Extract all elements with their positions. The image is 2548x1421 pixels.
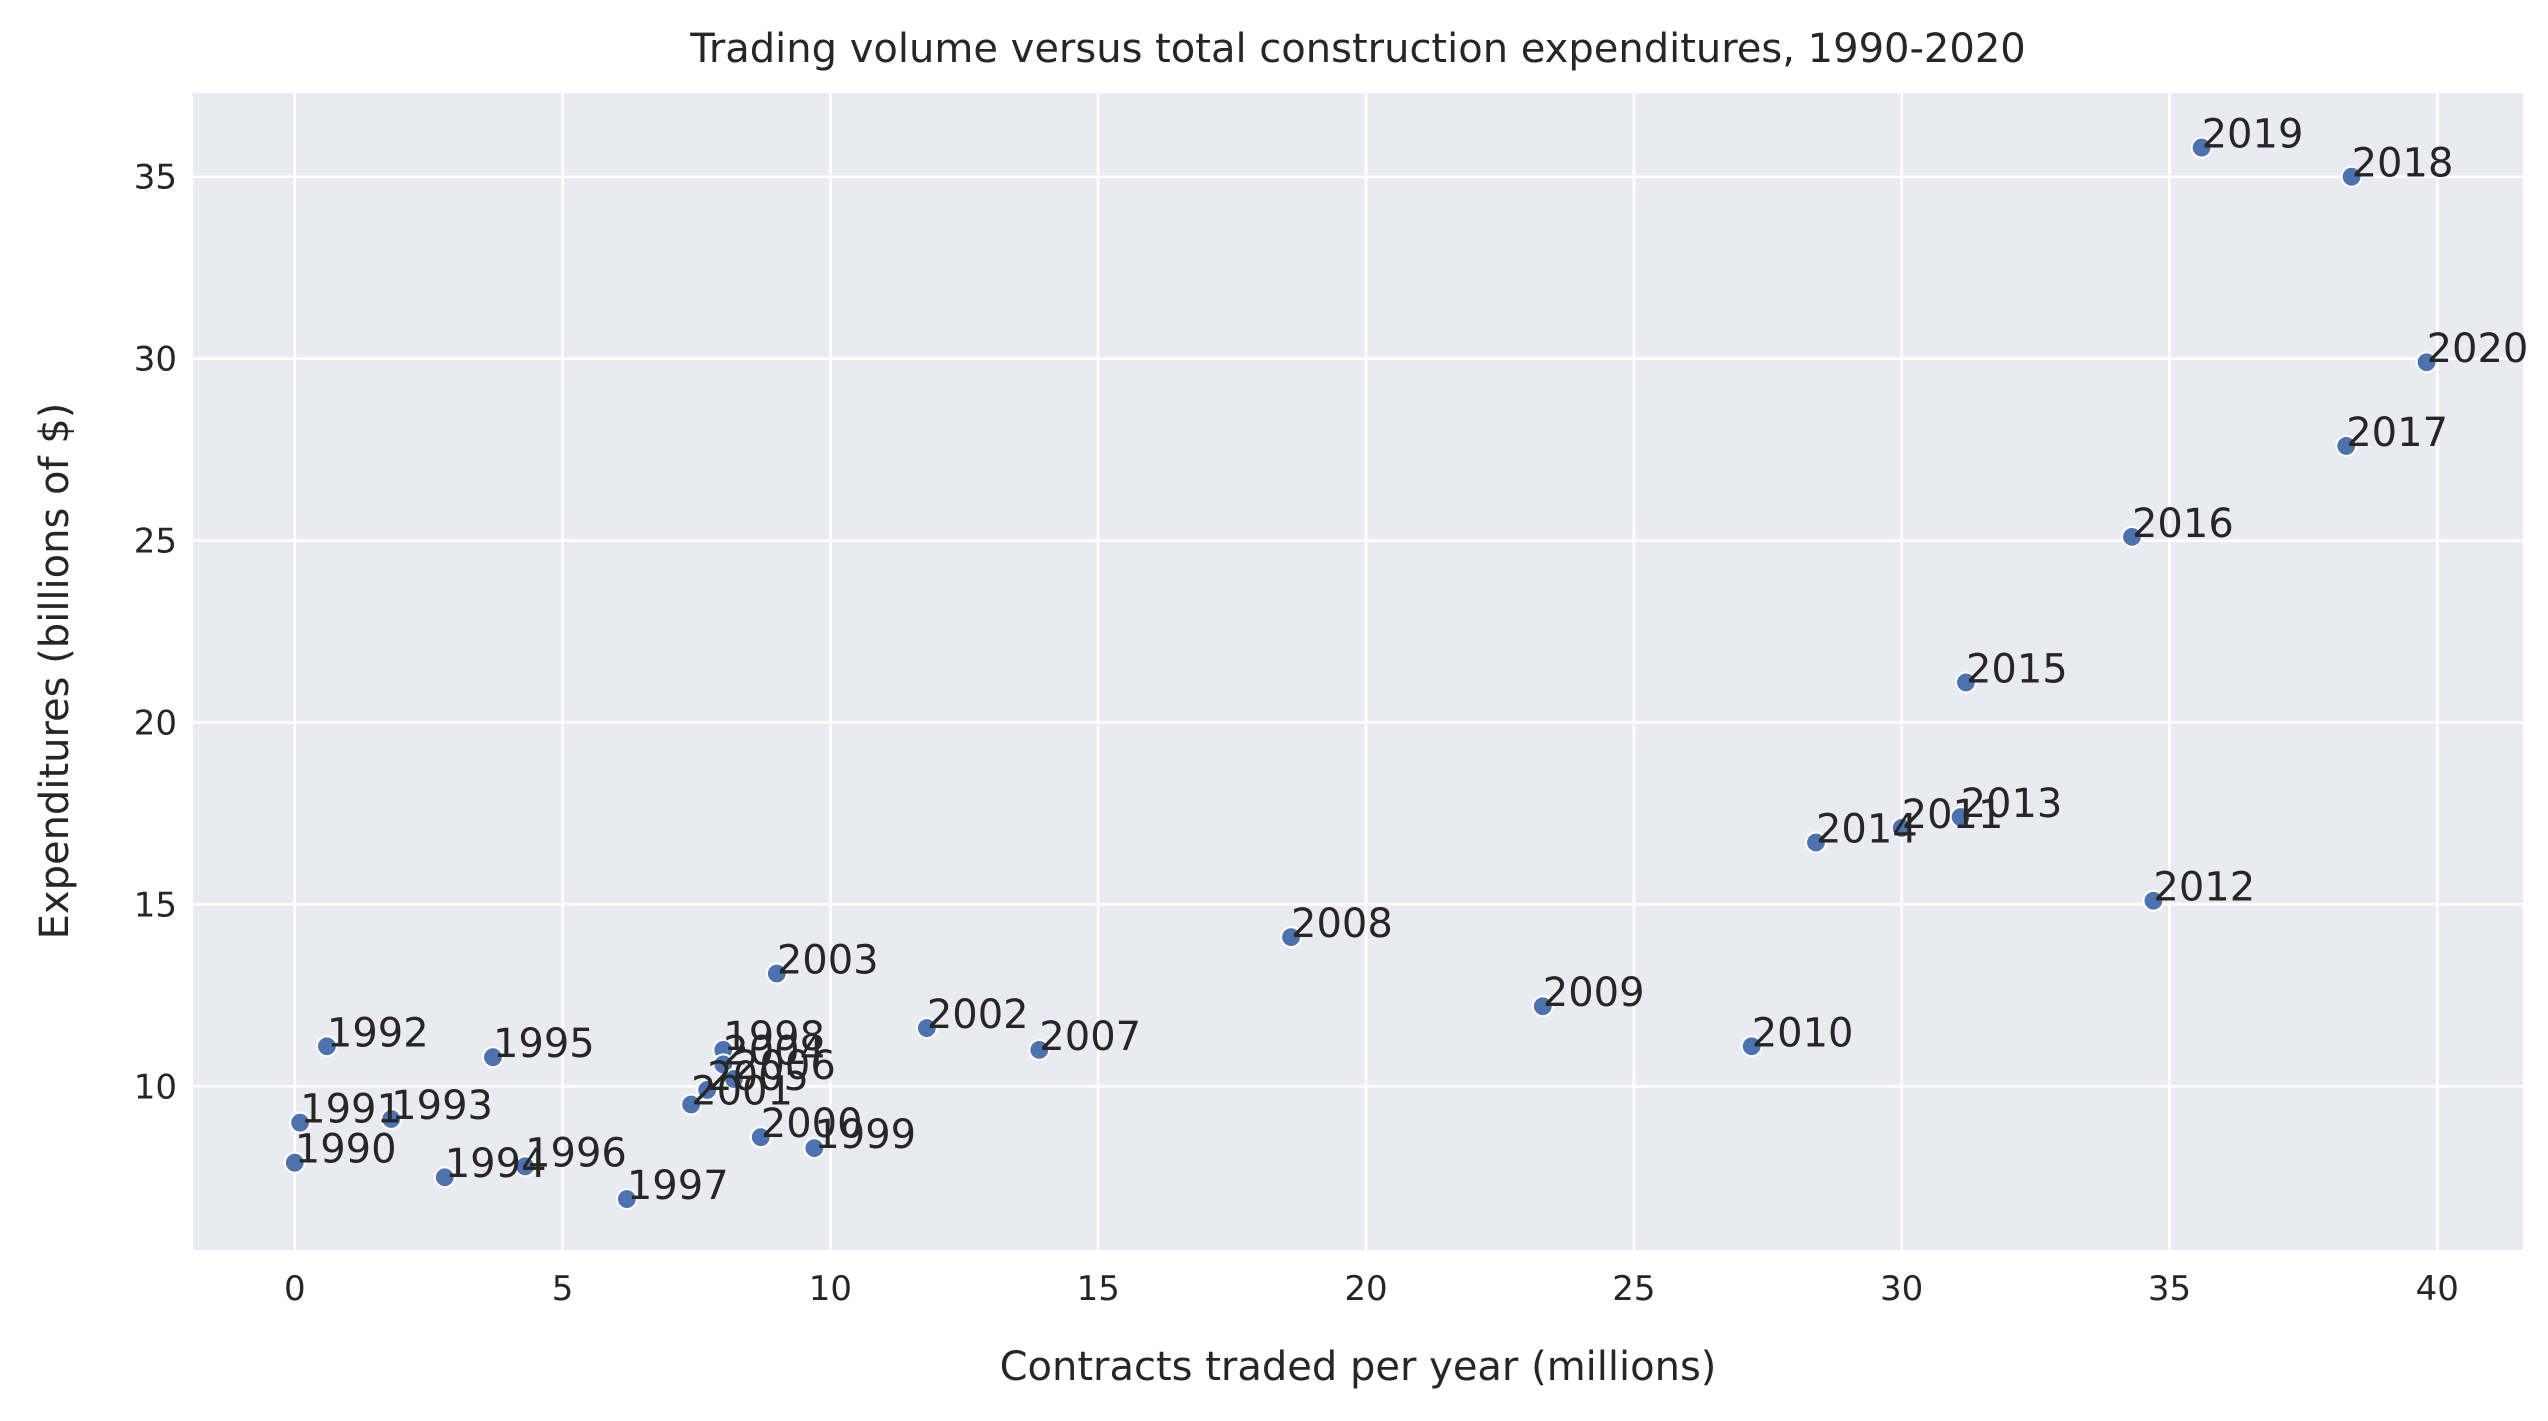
x-tick-label: 35 xyxy=(2148,1269,2191,1309)
y-tick-label: 25 xyxy=(134,522,177,562)
data-point xyxy=(696,1078,719,1102)
data-point xyxy=(1804,831,1828,854)
data-point xyxy=(1890,816,1913,840)
point-label: 2019 xyxy=(2202,112,2304,158)
data-point xyxy=(749,1126,772,1149)
data-point xyxy=(2190,136,2213,159)
data-point xyxy=(481,1046,505,1069)
point-label: 1996 xyxy=(525,1130,627,1176)
point-label: 2008 xyxy=(1291,901,1393,947)
x-axis-label: Contracts traded per year (millions) xyxy=(1000,1344,1717,1390)
point-label: 1993 xyxy=(391,1083,493,1129)
x-tick-label: 30 xyxy=(1880,1269,1923,1309)
x-tick-label: 10 xyxy=(809,1269,852,1309)
data-point xyxy=(2340,165,2363,188)
data-point xyxy=(433,1166,456,1189)
data-point xyxy=(680,1093,703,1116)
point-label: 2005 xyxy=(707,1054,809,1100)
x-tick-label: 40 xyxy=(2416,1269,2459,1309)
data-point xyxy=(1740,1035,1763,1058)
x-tick-label: 0 xyxy=(284,1269,306,1309)
data-point xyxy=(289,1111,312,1134)
tick-labels: 0 5 10 15 20 25 30 35 40 10 15 20 25 30 35 xyxy=(134,158,2459,1309)
y-tick-label: 30 xyxy=(134,340,177,380)
point-label: 2010 xyxy=(1752,1010,1854,1056)
data-point xyxy=(513,1155,537,1178)
data-point xyxy=(1949,805,1972,829)
point-label: 1999 xyxy=(814,1112,916,1158)
point-label: 1995 xyxy=(493,1021,595,1067)
point-label: 2007 xyxy=(1039,1014,1141,1060)
point-label: 2004 xyxy=(723,1028,825,1074)
point-label: 1994 xyxy=(445,1141,547,1187)
y-axis-label: Expenditures (billions of $) xyxy=(32,403,78,940)
x-tick-label: 5 xyxy=(552,1269,574,1309)
data-point xyxy=(803,1137,826,1160)
point-label: 2020 xyxy=(2427,326,2529,372)
y-tick-label: 35 xyxy=(134,158,177,198)
data-points xyxy=(283,136,2438,1211)
point-label: 2011 xyxy=(1902,792,2004,838)
data-point xyxy=(712,1053,735,1076)
point-label: 2001 xyxy=(691,1068,793,1114)
data-point xyxy=(1028,1038,1051,1061)
point-label: 2009 xyxy=(1543,970,1645,1016)
point-label: 2000 xyxy=(761,1101,863,1147)
y-tick-label: 10 xyxy=(134,1067,177,1107)
point-label: 2012 xyxy=(2153,865,2255,911)
data-point xyxy=(1531,995,1554,1018)
data-point xyxy=(2415,351,2438,374)
data-point xyxy=(1954,671,1978,694)
data-point xyxy=(2142,889,2165,912)
point-label: 1990 xyxy=(295,1127,397,1173)
point-label: 2016 xyxy=(2132,501,2234,547)
chart-title: Trading volume versus total construction… xyxy=(689,26,2025,72)
data-point xyxy=(315,1035,339,1058)
point-label: 2002 xyxy=(927,992,1029,1038)
data-point xyxy=(2120,525,2144,548)
data-point xyxy=(2335,434,2358,458)
point-label: 2018 xyxy=(2352,141,2454,187)
point-label: 1992 xyxy=(327,1010,429,1056)
data-point xyxy=(765,962,788,985)
y-tick-label: 20 xyxy=(134,703,177,743)
point-label: 2015 xyxy=(1966,646,2068,692)
point-label: 1991 xyxy=(300,1087,402,1133)
data-point xyxy=(283,1151,306,1174)
data-point xyxy=(615,1187,638,1211)
y-tick-label: 15 xyxy=(134,885,177,925)
x-tick-label: 15 xyxy=(1077,1269,1120,1309)
data-point xyxy=(915,1016,938,1040)
point-label: 1998 xyxy=(723,1014,825,1060)
plot-background xyxy=(193,93,2523,1250)
point-label: 1997 xyxy=(627,1163,729,1209)
data-point xyxy=(1279,926,1303,949)
data-point xyxy=(722,1067,746,1091)
point-label: 2003 xyxy=(777,937,879,983)
point-label: 2006 xyxy=(734,1043,836,1089)
data-point xyxy=(380,1107,403,1131)
point-label: 2014 xyxy=(1816,807,1918,853)
x-tick-label: 25 xyxy=(1612,1269,1655,1309)
x-tick-label: 20 xyxy=(1344,1269,1387,1309)
point-label: 2017 xyxy=(2346,410,2448,456)
point-label: 2013 xyxy=(1961,781,2063,827)
